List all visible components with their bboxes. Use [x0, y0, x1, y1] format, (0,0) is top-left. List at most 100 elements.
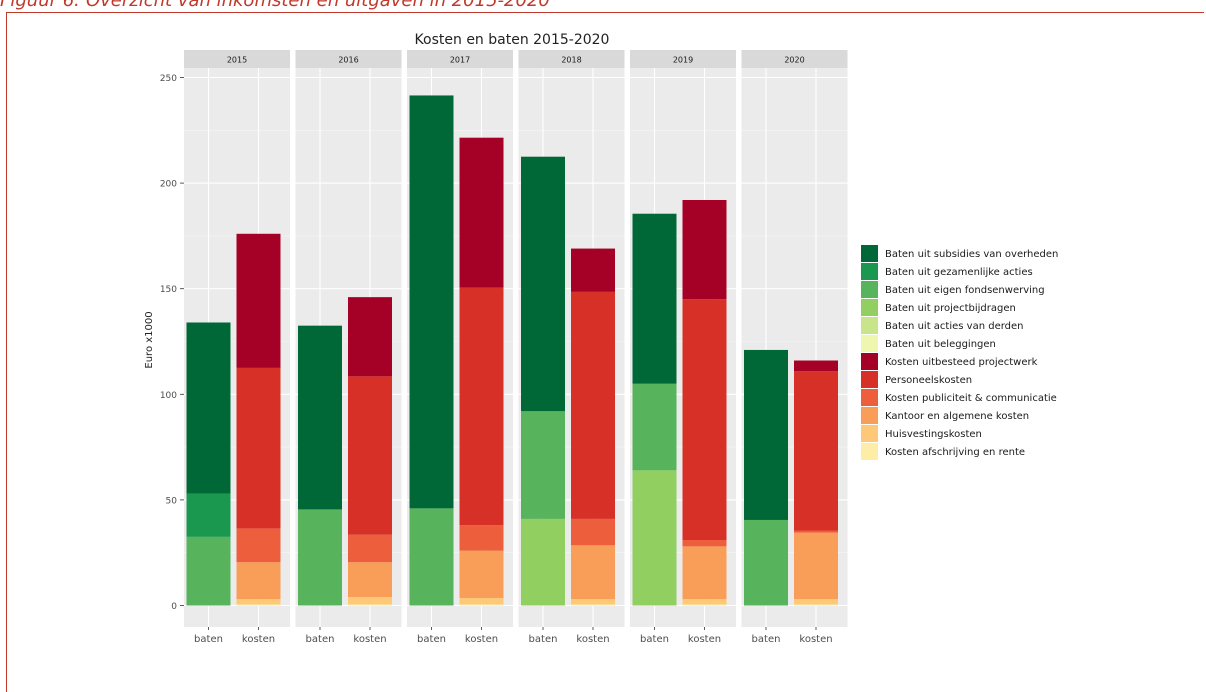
legend-key [861, 317, 878, 334]
legend-key [861, 353, 878, 370]
y-tick-label: 250 [160, 74, 177, 84]
bar-segment [348, 562, 392, 598]
bar-segment [682, 546, 727, 600]
x-tick-label: kosten [576, 634, 609, 645]
bar-segment [298, 509, 342, 606]
legend-key [861, 299, 878, 316]
legend-key [861, 335, 878, 352]
bar-segment [409, 508, 454, 606]
bar-segment [236, 599, 281, 605]
y-axis-label: Euro x1000 [144, 311, 155, 368]
facet-label: 2018 [561, 56, 581, 65]
x-tick-label: kosten [465, 634, 498, 645]
bar-segment [794, 360, 838, 372]
figure-frame [6, 12, 1204, 692]
bar-segment [682, 540, 727, 547]
legend-label: Huisvestingskosten [885, 429, 982, 440]
facet-label: 2020 [784, 56, 804, 65]
bar-segment [236, 528, 281, 563]
bar-segment [632, 383, 677, 471]
legend-key [861, 425, 878, 442]
facet-strip [518, 50, 625, 68]
facet-panel-2016: 2016 baten kosten [295, 50, 402, 645]
bar-segment [571, 599, 615, 605]
facet-panel-2018: 2018 baten kosten [518, 50, 625, 645]
y-axis: 0 50 100 150 200 250 [160, 74, 184, 612]
y-tick-label: 100 [160, 391, 177, 401]
x-tick-label: kosten [353, 634, 386, 645]
bar-segment [682, 604, 727, 606]
bar-segment [348, 604, 392, 606]
legend-label: Kosten publiciteit & communicatie [885, 393, 1057, 404]
x-tick-label: kosten [242, 634, 275, 645]
bar-segment [571, 291, 615, 519]
bar-segment [236, 233, 281, 368]
legend-key [861, 407, 878, 424]
bar-segment [459, 598, 504, 605]
bar-segment [236, 367, 281, 529]
facet-strip [630, 50, 736, 68]
bar-segment [348, 597, 392, 605]
legend: Baten uit subsidies van overheden Baten u… [861, 245, 1058, 460]
bar-segment [521, 156, 565, 412]
y-tick-label: 50 [166, 496, 178, 506]
bar-segment [682, 599, 727, 605]
bar-segment [236, 604, 281, 606]
y-tick-label: 150 [160, 285, 177, 295]
bar-segment [409, 95, 454, 509]
bar-segment [521, 518, 565, 606]
x-tick-label: kosten [688, 634, 721, 645]
legend-label: Baten uit subsidies van overheden [885, 249, 1058, 260]
x-tick-label: baten [752, 634, 781, 645]
legend-key [861, 263, 878, 280]
bar-segment [459, 550, 504, 599]
bar-segment [794, 604, 838, 606]
bar-segment [571, 545, 615, 600]
facet-label: 2019 [673, 56, 693, 65]
bar-segment [794, 371, 838, 531]
legend-label: Kosten afschrijving en rente [885, 447, 1025, 458]
legend-label: Baten uit acties van derden [885, 321, 1024, 332]
facet-label: 2015 [227, 56, 247, 65]
bar-segment [744, 349, 788, 520]
facet-strip [184, 50, 290, 68]
bar-segment [571, 604, 615, 606]
legend-key [861, 443, 878, 460]
bar-segment [459, 287, 504, 526]
legend-label: Baten uit projectbijdragen [885, 303, 1016, 314]
bar-segment [794, 530, 838, 533]
figure-caption: Figuur 6: Overzicht van inkomsten en uit… [0, 0, 550, 11]
bar-segment [348, 297, 392, 377]
facet-strip [407, 50, 513, 68]
legend-key [861, 371, 878, 388]
x-tick-label: baten [194, 634, 223, 645]
legend-label: Baten uit beleggingen [885, 339, 996, 350]
legend-key [861, 245, 878, 262]
stacked-bar-chart: Kosten en baten 2015-2020 Euro x1000 201… [144, 32, 1058, 645]
bar-segment [236, 562, 281, 600]
bar-segment [794, 599, 838, 605]
legend-label: Kantoor en algemene kosten [885, 411, 1029, 422]
facet-strip [741, 50, 848, 68]
bar-segment [521, 411, 565, 519]
bar-segment [571, 518, 615, 546]
bar-segment [744, 519, 788, 606]
facet-label: 2017 [450, 56, 470, 65]
bar-segment [459, 137, 504, 288]
facet-panel-2017: 2017 baten kosten [407, 50, 513, 645]
bar-segment [186, 322, 231, 494]
bar-segment [682, 199, 727, 300]
x-tick-label: baten [417, 634, 446, 645]
bar-segment [682, 299, 727, 541]
bar-segment [348, 376, 392, 535]
legend-label: Baten uit gezamenlijke acties [885, 267, 1033, 278]
bar-segment [571, 248, 615, 292]
x-tick-label: baten [640, 634, 669, 645]
bar-segment [794, 532, 838, 600]
bar-segment [348, 534, 392, 563]
x-tick-label: kosten [799, 634, 832, 645]
facet-panel-2020: 2020 baten kosten [741, 50, 848, 645]
x-tick-label: baten [529, 634, 558, 645]
chart-title: Kosten en baten 2015-2020 [415, 32, 610, 48]
facet-label: 2016 [338, 56, 358, 65]
